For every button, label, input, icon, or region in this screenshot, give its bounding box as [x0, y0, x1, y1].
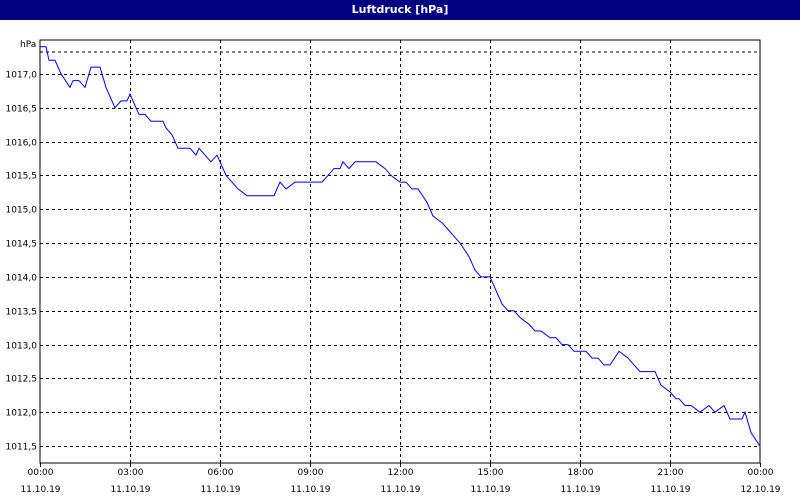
y-tick-label: 1016,5 — [6, 105, 38, 115]
y-tick-label: 1016,0 — [6, 139, 38, 149]
x-tick-date-label: 11.10.19 — [650, 485, 690, 495]
x-tick-time-label: 00:00 — [28, 468, 54, 478]
x-tick-date-label: 11.10.19 — [380, 485, 420, 495]
y-axis-unit-label: hPa — [20, 40, 36, 50]
x-tick-date-label: 11.10.19 — [200, 485, 240, 495]
y-tick-label: 1014,5 — [6, 240, 38, 250]
y-tick-label: 1012,5 — [6, 375, 38, 385]
y-tick-label: 1014,0 — [6, 274, 38, 284]
chart-panel: 1011,5 1012,0 1012,5 1013,0 1013,5 1014,0 1014… — [0, 20, 800, 500]
pressure-line-chart: 1011,5 1012,0 1012,5 1013,0 1013,5 1014,0 1014… — [6, 39, 781, 495]
y-tick-label: 1012,0 — [6, 409, 38, 419]
y-tick-label: 1013,0 — [6, 342, 38, 352]
y-tick-label: 1017,0 — [6, 71, 38, 81]
x-tick-date-label: 12.10.19 — [740, 485, 780, 495]
x-tick-date-label: 11.10.19 — [290, 485, 330, 495]
y-tick-label: 1011,5 — [6, 443, 38, 453]
x-tick-date-label: 11.10.19 — [470, 485, 510, 495]
x-tick-time-label: 15:00 — [478, 468, 504, 478]
x-tick-date-label: 11.10.19 — [20, 485, 60, 495]
x-axis-ticks: 00:00 11.10.19 03:00 11.10.19 06:00 11.10.19 0… — [20, 463, 781, 495]
x-tick-time-label: 00:00 — [748, 468, 774, 478]
y-tick-label: 1013,5 — [6, 308, 38, 318]
x-tick-time-label: 06:00 — [208, 468, 234, 478]
x-tick-time-label: 21:00 — [658, 468, 684, 478]
x-tick-time-label: 12:00 — [388, 468, 414, 478]
pressure-series-line — [40, 46, 761, 447]
chart-title: Luftdruck [hPa] — [351, 3, 449, 16]
y-tick-label: 1015,5 — [6, 172, 38, 182]
x-tick-time-label: 18:00 — [568, 468, 594, 478]
grid-lines — [40, 40, 760, 463]
x-tick-date-label: 11.10.19 — [110, 485, 150, 495]
x-tick-time-label: 03:00 — [118, 468, 144, 478]
x-tick-time-label: 09:00 — [298, 468, 324, 478]
y-tick-label: 1015,0 — [6, 206, 38, 216]
y-axis-ticks: 1011,5 1012,0 1012,5 1013,0 1013,5 1014,0 1014… — [6, 71, 38, 453]
x-tick-date-label: 11.10.19 — [560, 485, 600, 495]
chart-title-bar: Luftdruck [hPa] — [0, 0, 800, 20]
